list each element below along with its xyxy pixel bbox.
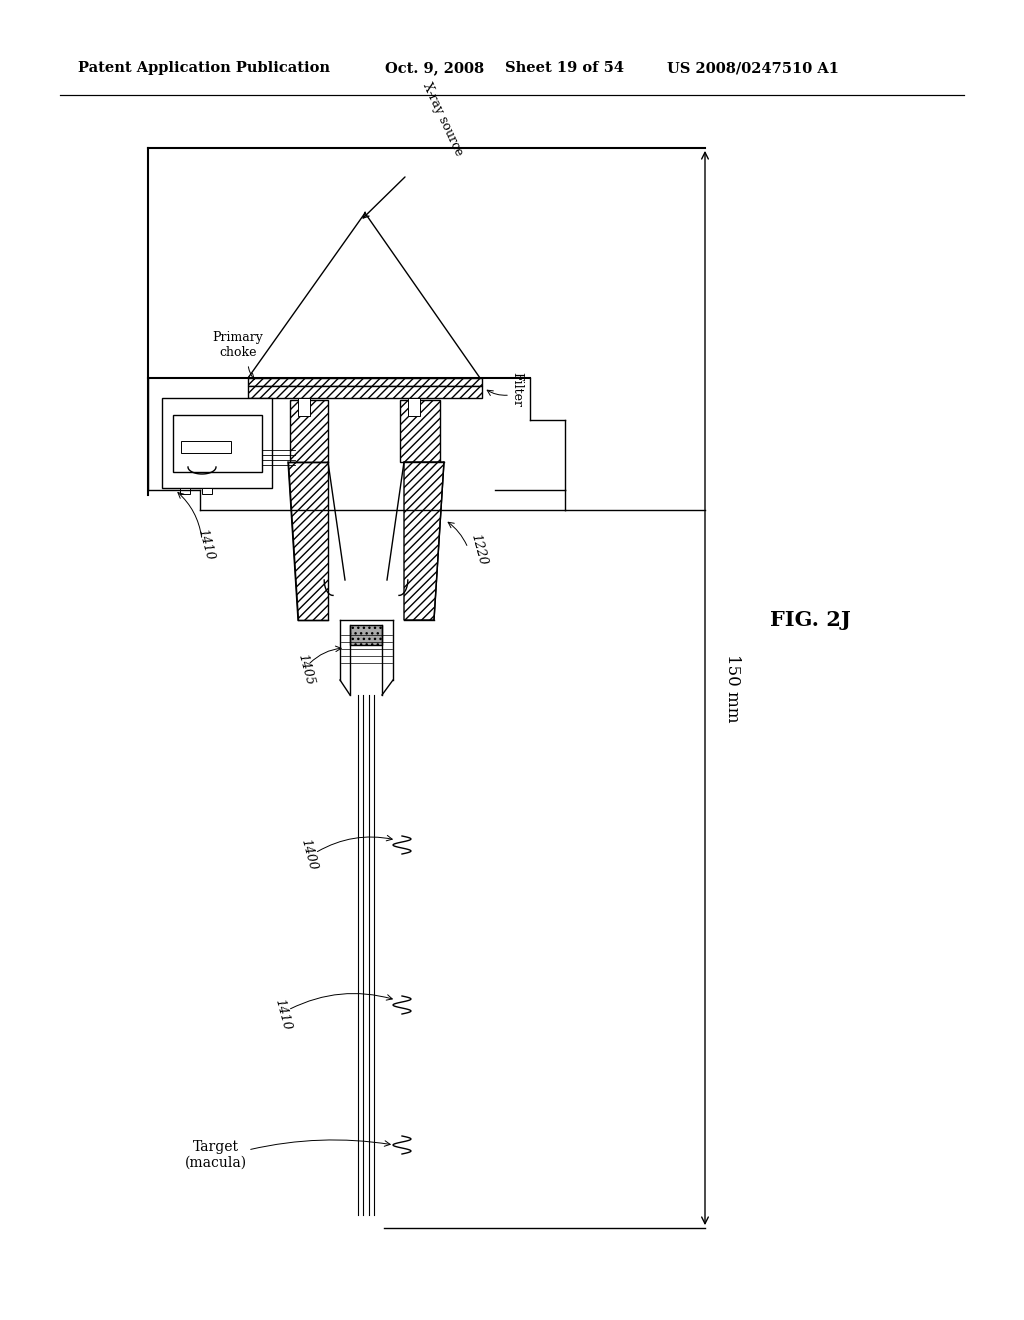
Polygon shape <box>288 462 328 620</box>
Text: FIG. 2J: FIG. 2J <box>770 610 850 630</box>
Bar <box>180 488 190 494</box>
Text: 1400: 1400 <box>298 838 318 873</box>
Text: 1405: 1405 <box>295 653 315 688</box>
Text: 1410: 1410 <box>272 998 293 1032</box>
Text: Target
(macula): Target (macula) <box>185 1140 247 1170</box>
Text: 1220: 1220 <box>468 533 488 568</box>
Bar <box>350 624 382 645</box>
Bar <box>400 400 440 462</box>
Bar <box>202 488 212 494</box>
Polygon shape <box>404 462 444 620</box>
Text: Primary
choke: Primary choke <box>213 331 263 359</box>
Text: Patent Application Publication: Patent Application Publication <box>78 61 330 75</box>
Text: 1410: 1410 <box>195 528 216 562</box>
Bar <box>408 399 420 416</box>
Text: US 2008/0247510 A1: US 2008/0247510 A1 <box>667 61 839 75</box>
Bar <box>290 400 328 462</box>
Text: 150 mm: 150 mm <box>725 653 741 722</box>
Bar <box>181 441 231 453</box>
Text: Filter: Filter <box>510 372 523 408</box>
Text: Oct. 9, 2008: Oct. 9, 2008 <box>385 61 484 75</box>
Bar <box>248 378 482 385</box>
Bar <box>248 385 482 399</box>
Bar <box>162 399 272 488</box>
Bar <box>298 399 310 416</box>
Bar <box>173 414 262 473</box>
Text: Sheet 19 of 54: Sheet 19 of 54 <box>505 61 624 75</box>
Text: X-ray source: X-ray source <box>420 81 465 158</box>
